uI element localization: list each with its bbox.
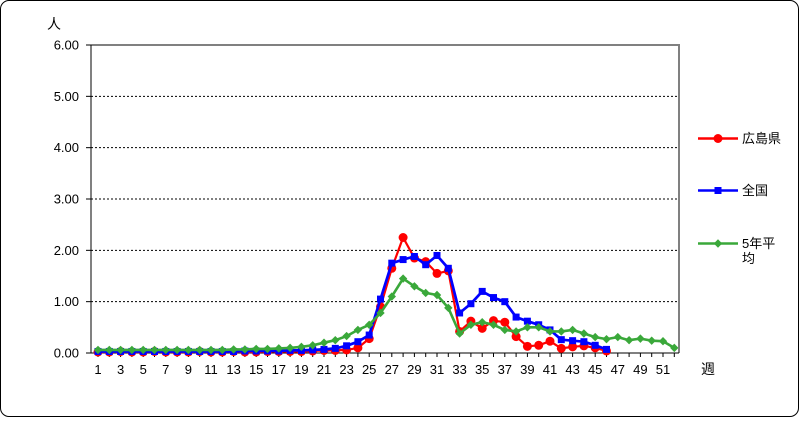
y-axis-unit-label: 人 xyxy=(47,16,61,32)
svg-text:29: 29 xyxy=(407,362,421,377)
svg-text:2.00: 2.00 xyxy=(54,243,79,258)
svg-text:43: 43 xyxy=(565,362,579,377)
svg-text:41: 41 xyxy=(543,362,557,377)
svg-text:11: 11 xyxy=(204,362,218,377)
svg-text:19: 19 xyxy=(294,362,308,377)
svg-text:4.00: 4.00 xyxy=(54,140,79,155)
svg-text:47: 47 xyxy=(611,362,625,377)
svg-text:45: 45 xyxy=(588,362,602,377)
plot-border xyxy=(91,44,680,353)
svg-text:23: 23 xyxy=(339,362,353,377)
legend-label-zenkoku: 全国 xyxy=(742,183,769,198)
legend-item-hiroshima: 広島県 xyxy=(698,131,781,146)
svg-text:5.00: 5.00 xyxy=(54,89,79,104)
svg-text:9: 9 xyxy=(185,362,192,377)
svg-text:37: 37 xyxy=(498,362,512,377)
svg-text:17: 17 xyxy=(272,362,286,377)
x-axis-labels: 1 3 5 7 9 11 13 15 17 19 21 23 25 27 29 31 33 35 37 39 41 43 4… xyxy=(94,353,675,377)
svg-text:27: 27 xyxy=(385,362,399,377)
svg-text:21: 21 xyxy=(317,362,331,377)
gridlines xyxy=(91,95,679,303)
svg-text:3.00: 3.00 xyxy=(54,192,79,207)
svg-text:0.00: 0.00 xyxy=(54,346,79,361)
svg-text:3: 3 xyxy=(117,362,124,377)
svg-text:51: 51 xyxy=(656,362,670,377)
series-hiroshima xyxy=(93,233,611,357)
legend-sample-zenkoku xyxy=(698,187,738,194)
svg-text:39: 39 xyxy=(520,362,534,377)
svg-text:33: 33 xyxy=(452,362,466,377)
svg-text:1.00: 1.00 xyxy=(54,294,79,309)
legend-item-zenkoku: 全国 xyxy=(698,183,768,198)
svg-text:5: 5 xyxy=(140,362,147,377)
series-zenkoku xyxy=(94,251,610,355)
legend-label-hiroshima: 広島県 xyxy=(742,131,782,146)
legend-sample-hiroshima xyxy=(698,134,738,143)
svg-text:35: 35 xyxy=(475,362,489,377)
svg-text:6.00: 6.00 xyxy=(54,38,79,53)
legend-label-5yr-average: 5年平均 xyxy=(742,236,776,266)
svg-text:13: 13 xyxy=(226,362,240,377)
svg-text:49: 49 xyxy=(633,362,647,377)
svg-text:25: 25 xyxy=(362,362,376,377)
svg-text:15: 15 xyxy=(249,362,263,377)
legend-sample-5yr-average xyxy=(698,239,738,248)
legend-item-5yr-average: 5年平均 xyxy=(698,236,784,266)
y-axis-labels: 6.00 5.00 4.00 3.00 2.00 1.00 0.00 xyxy=(54,38,91,361)
series-5yr-average xyxy=(93,274,679,355)
svg-text:1: 1 xyxy=(94,362,101,377)
svg-text:7: 7 xyxy=(162,362,169,377)
x-axis-unit-label: 週 xyxy=(701,361,715,377)
svg-text:31: 31 xyxy=(430,362,444,377)
